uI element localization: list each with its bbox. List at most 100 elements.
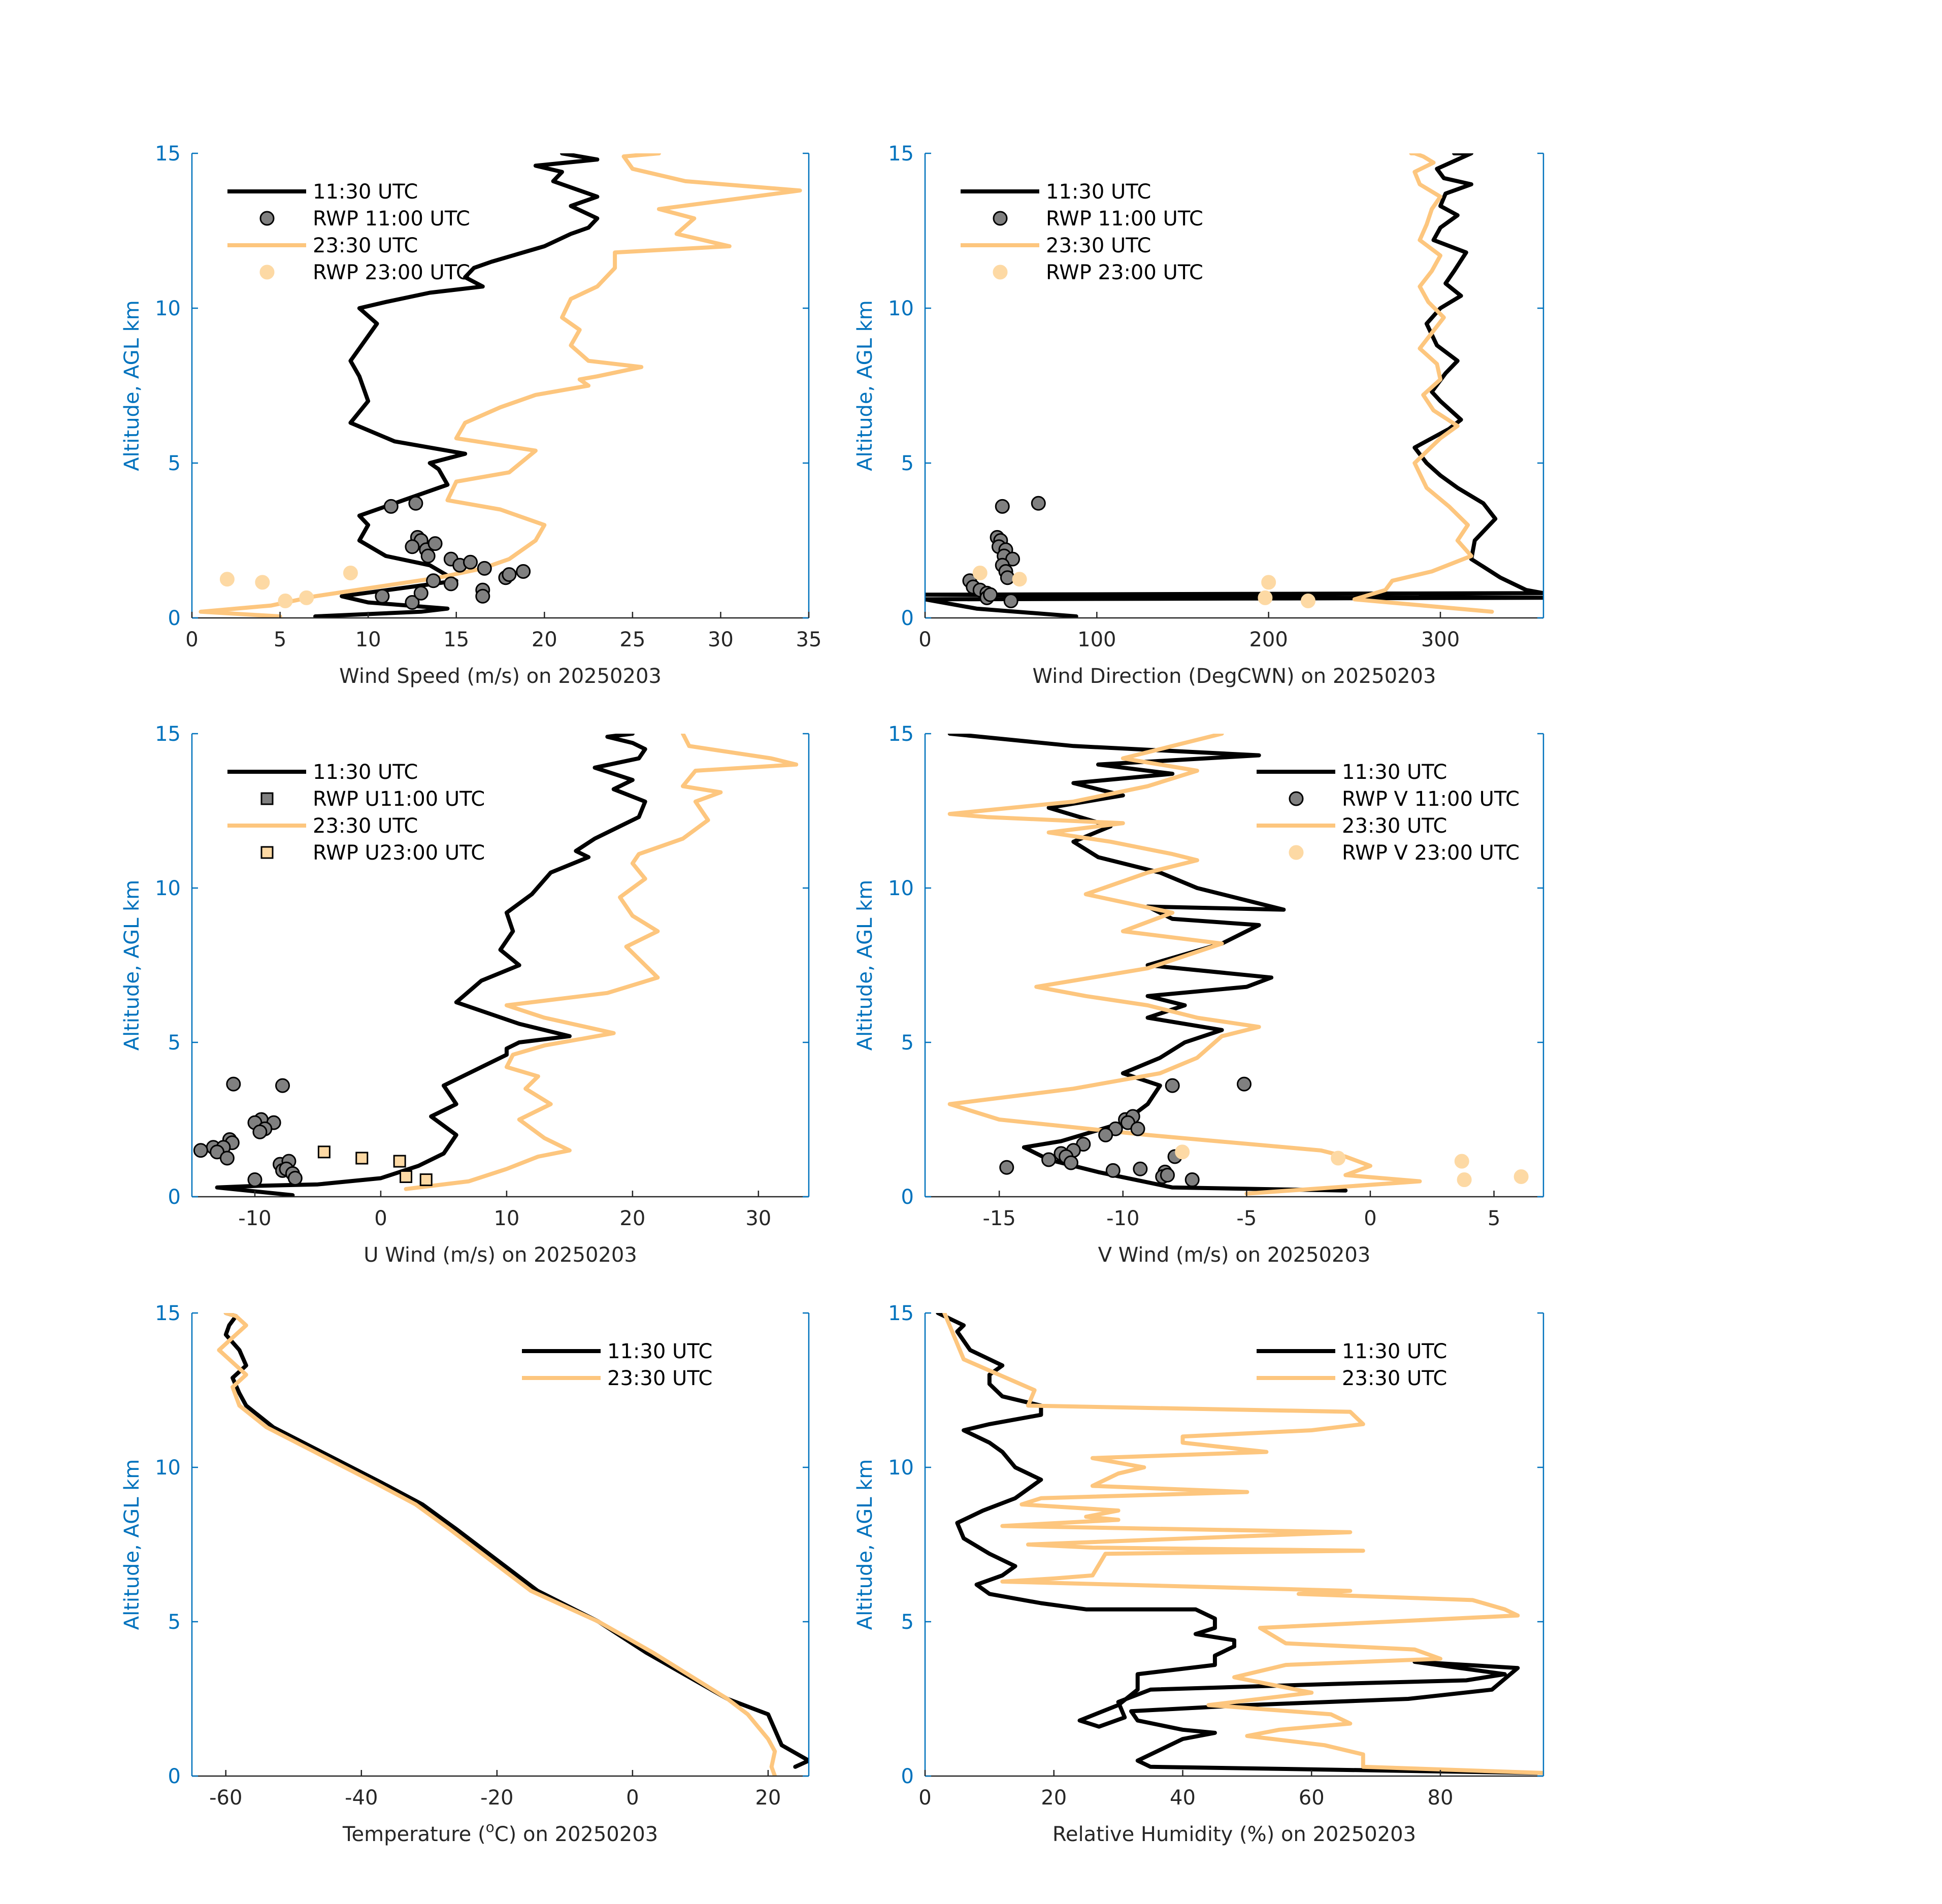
data-point bbox=[408, 496, 423, 511]
legend-item: 11:30 UTC bbox=[522, 1340, 712, 1363]
legend-label: 11:30 UTC bbox=[1046, 180, 1151, 204]
data-point bbox=[405, 539, 420, 554]
data-point bbox=[383, 499, 399, 514]
data-point bbox=[475, 588, 490, 604]
series-group bbox=[936, 1313, 1543, 1775]
data-point bbox=[247, 1172, 262, 1188]
y-tick-label: 15 bbox=[155, 142, 181, 166]
x-axis-label: Relative Humidity (%) on 20250203 bbox=[1052, 1823, 1416, 1846]
x-tick-label: 20 bbox=[532, 628, 557, 651]
data-point bbox=[405, 595, 420, 610]
data-point bbox=[1098, 1127, 1113, 1142]
data-point bbox=[1130, 1121, 1145, 1136]
data-point bbox=[299, 590, 314, 605]
series-line-0 bbox=[936, 1313, 1539, 1775]
legend-item: 23:30 UTC bbox=[1257, 1367, 1447, 1390]
series-line-1 bbox=[199, 153, 802, 618]
data-point bbox=[355, 1152, 369, 1165]
y-tick-label: 15 bbox=[888, 1302, 914, 1325]
legend-label: RWP U11:00 UTC bbox=[313, 787, 485, 811]
x-tick-label: -20 bbox=[480, 1786, 513, 1810]
data-point bbox=[1513, 1169, 1529, 1184]
y-tick-label: 0 bbox=[168, 1765, 181, 1788]
x-tick-label: 5 bbox=[274, 628, 286, 651]
legend-marker-swatch bbox=[1289, 791, 1304, 806]
data-point bbox=[1454, 1154, 1469, 1169]
legend-label: 23:30 UTC bbox=[1342, 1367, 1447, 1390]
data-point bbox=[419, 1173, 433, 1187]
data-point bbox=[1175, 1144, 1190, 1160]
wind-speed-panel: 0 5 10 15 0 5 10 15 20 25 30 35 Altitude, AGL km Wind… bbox=[120, 142, 821, 688]
legend-label: 11:30 UTC bbox=[313, 180, 418, 204]
series-group bbox=[199, 153, 802, 618]
data-point bbox=[343, 566, 358, 581]
legend-item: RWP V 11:00 UTC bbox=[1289, 787, 1520, 811]
y-tick-label: 15 bbox=[155, 1302, 181, 1325]
data-point bbox=[1236, 1076, 1252, 1092]
y-tick-label: 0 bbox=[901, 607, 914, 630]
legend-label: 23:30 UTC bbox=[1342, 814, 1447, 838]
series-line-1 bbox=[947, 734, 1422, 1196]
legend-label: RWP 23:00 UTC bbox=[1046, 261, 1203, 284]
x-tick-label: 25 bbox=[619, 628, 645, 651]
legend-marker-swatch bbox=[993, 211, 1008, 226]
relative-humidity-panel: 0 5 10 15 0 20 40 60 80 Altitude, AGL km Relative … bbox=[853, 1302, 1544, 1846]
x-axis-label: V Wind (m/s) on 20250203 bbox=[1098, 1243, 1371, 1267]
series-line-0 bbox=[215, 734, 647, 1197]
x-tick-label: 35 bbox=[796, 628, 822, 651]
legend-item: RWP U23:00 UTC bbox=[260, 841, 485, 865]
data-point bbox=[1133, 1161, 1148, 1176]
y-axis-label: Altitude, AGL km bbox=[120, 1459, 144, 1630]
y-axis-label: Altitude, AGL km bbox=[120, 300, 144, 471]
data-point bbox=[252, 1124, 268, 1139]
legend-item: 11:30 UTC bbox=[961, 180, 1151, 204]
y-tick-label: 10 bbox=[888, 297, 914, 320]
data-point bbox=[1000, 570, 1015, 585]
data-point bbox=[1300, 593, 1315, 608]
x-tick-label: -15 bbox=[982, 1207, 1015, 1230]
x-tick-label: 0 bbox=[918, 1786, 931, 1810]
y-tick-label: 10 bbox=[155, 877, 181, 900]
legend-label: 23:30 UTC bbox=[1046, 234, 1151, 257]
series-line-1 bbox=[217, 1313, 777, 1776]
data-point bbox=[420, 548, 436, 564]
legend-item: 11:30 UTC bbox=[227, 180, 418, 204]
data-point bbox=[278, 593, 293, 608]
legend-label: RWP 11:00 UTC bbox=[313, 207, 470, 231]
data-point bbox=[983, 587, 998, 602]
legend: 11:30 UTC RWP U11:00 UTC 23:30 UTC RWP U23:… bbox=[227, 761, 485, 865]
x-tick-label: 30 bbox=[708, 628, 734, 651]
x-tick-label: -5 bbox=[1236, 1207, 1257, 1230]
series-line-1 bbox=[404, 734, 799, 1191]
series-line-0 bbox=[223, 1313, 809, 1769]
y-axis-label: Altitude, AGL km bbox=[853, 880, 877, 1051]
data-point bbox=[400, 1170, 413, 1183]
x-axis-label: U Wind (m/s) on 20250203 bbox=[364, 1243, 637, 1267]
y-tick-label: 5 bbox=[168, 452, 181, 475]
legend: 11:30 UTC RWP 11:00 UTC 23:30 UTC RWP 23:00… bbox=[227, 180, 470, 284]
data-point bbox=[1457, 1172, 1472, 1188]
data-point bbox=[477, 561, 492, 576]
data-point bbox=[1258, 590, 1273, 605]
x-tick-label: 0 bbox=[1364, 1207, 1376, 1230]
data-point bbox=[502, 567, 517, 582]
legend-item: RWP V 23:00 UTC bbox=[1289, 841, 1520, 865]
y-tick-label: 0 bbox=[168, 1186, 181, 1209]
legend-item: RWP U11:00 UTC bbox=[260, 787, 485, 811]
data-point bbox=[1105, 1163, 1121, 1178]
series-group bbox=[947, 734, 1529, 1196]
legend-item: RWP 23:00 UTC bbox=[259, 261, 470, 284]
legend-label: RWP 11:00 UTC bbox=[1046, 207, 1203, 231]
legend-item: 23:30 UTC bbox=[961, 234, 1151, 257]
data-point bbox=[1012, 572, 1027, 587]
x-tick-label: 80 bbox=[1428, 1786, 1454, 1810]
x-tick-label: 0 bbox=[918, 628, 931, 651]
y-tick-label: 10 bbox=[155, 297, 181, 320]
y-tick-label: 5 bbox=[901, 1031, 914, 1055]
legend-marker-swatch bbox=[1289, 845, 1304, 860]
y-tick-label: 10 bbox=[155, 1456, 181, 1480]
legend-item: 23:30 UTC bbox=[227, 814, 418, 838]
temperature-panel: 0 5 10 15 -60 -40 -20 0 20 Altitude, AGL km Temper… bbox=[120, 1302, 810, 1846]
y-axis-label: Altitude, AGL km bbox=[853, 1459, 877, 1630]
